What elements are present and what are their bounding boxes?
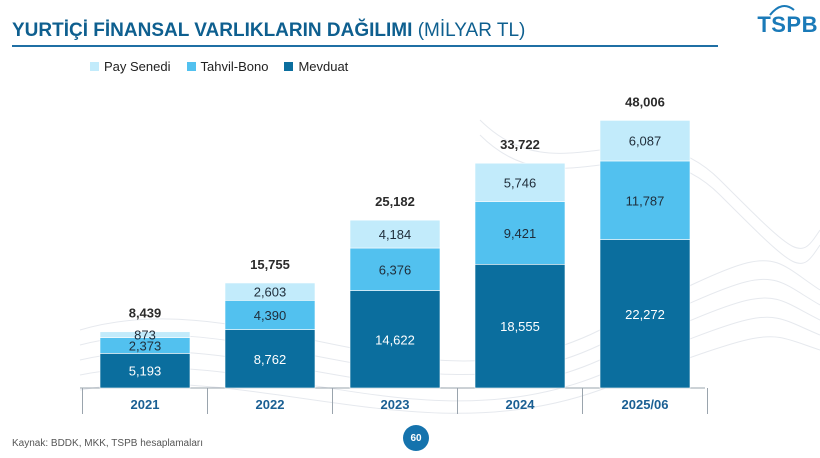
data-label-tahvil-bono-2023: 6,376 [379, 262, 412, 277]
page-title: YURTİÇİ FİNANSAL VARLIKLARIN DAĞILIMI (M… [12, 20, 525, 42]
data-label-tahvil-bono-2024: 9,421 [504, 226, 537, 241]
bar-pay-senedi-2022 [224, 282, 316, 301]
legend-swatch-pay-senedi [90, 62, 99, 71]
bar-mevduat-2025/06 [599, 239, 691, 389]
legend-label-pay-senedi: Pay Senedi [104, 59, 171, 74]
page-number-badge: 60 [403, 425, 429, 451]
chart-legend: Pay Senedi Tahvil-Bono Mevduat [90, 59, 348, 74]
source-note: Kaynak: BDDK, MKK, TSPB hesaplamaları [12, 438, 204, 449]
bar-pay-senedi-2025/06 [599, 120, 691, 162]
data-label-tahvil-bono-2022: 4,390 [254, 308, 287, 323]
data-label-mevduat-2023: 14,622 [375, 332, 415, 347]
bar-tahvil-bono-2025/06 [599, 160, 691, 240]
page-title-text: YURTİÇİ FİNANSAL VARLIKLARIN DAĞILIMI [12, 20, 413, 41]
legend-item-pay-senedi: Pay Senedi [90, 59, 171, 74]
tspb-logo: TSPB [757, 12, 818, 37]
bar-mevduat-2021 [99, 353, 191, 389]
legend-label-mevduat: Mevduat [298, 59, 349, 74]
total-label-2022: 15,755 [250, 257, 290, 272]
bar-pay-senedi-2023 [349, 219, 441, 249]
total-label-2024: 33,722 [500, 137, 540, 152]
legend-item-mevduat: Mevduat [284, 59, 348, 74]
title-underline [12, 45, 718, 47]
x-tick-label-2021: 2021 [131, 397, 160, 412]
bar-mevduat-2022 [224, 329, 316, 389]
page-title-unit: (MİLYAR TL) [417, 20, 526, 41]
x-tick-label-2023: 2023 [381, 397, 410, 412]
bar-tahvil-bono-2022 [224, 300, 316, 330]
data-label-tahvil-bono-2021: 2,373 [129, 338, 162, 353]
logo-arc-icon [769, 5, 795, 16]
data-label-pay-senedi-2024: 5,746 [504, 175, 537, 190]
data-label-mevduat-2024: 18,555 [500, 319, 540, 334]
legend-swatch-tahvil-bono [186, 62, 196, 71]
x-tick-label-2022: 2022 [256, 397, 285, 412]
data-label-pay-senedi-2023: 4,184 [379, 227, 412, 242]
data-label-pay-senedi-2022: 2,603 [254, 285, 287, 300]
x-tick-label-2024: 2024 [506, 397, 536, 412]
data-label-mevduat-2021: 5,193 [129, 364, 162, 379]
data-label-mevduat-2022: 8,762 [254, 352, 287, 367]
legend-item-tahvil-bono: Tahvil-Bono [186, 59, 269, 74]
bar-pay-senedi-2024 [474, 162, 566, 202]
bar-tahvil-bono-2023 [349, 247, 441, 291]
total-label-2023: 25,182 [375, 194, 415, 209]
x-tick-label-2025/06: 2025/06 [622, 397, 669, 412]
total-label-2025/06: 48,006 [625, 94, 665, 109]
data-label-pay-senedi-2025/06: 6,087 [629, 134, 662, 149]
data-label-pay-senedi-2021: 873 [134, 328, 156, 343]
legend-swatch-mevduat [284, 62, 294, 71]
legend-label-tahvil-bono: Tahvil-Bono [200, 59, 269, 74]
data-label-tahvil-bono-2025/06: 11,787 [626, 193, 665, 208]
data-label-mevduat-2025/06: 22,272 [625, 307, 665, 322]
total-label-2021: 8,439 [129, 306, 162, 321]
bar-tahvil-bono-2024 [474, 201, 566, 265]
bar-mevduat-2023 [349, 290, 441, 389]
bar-mevduat-2024 [474, 264, 566, 389]
bar-pay-senedi-2021 [99, 331, 191, 338]
